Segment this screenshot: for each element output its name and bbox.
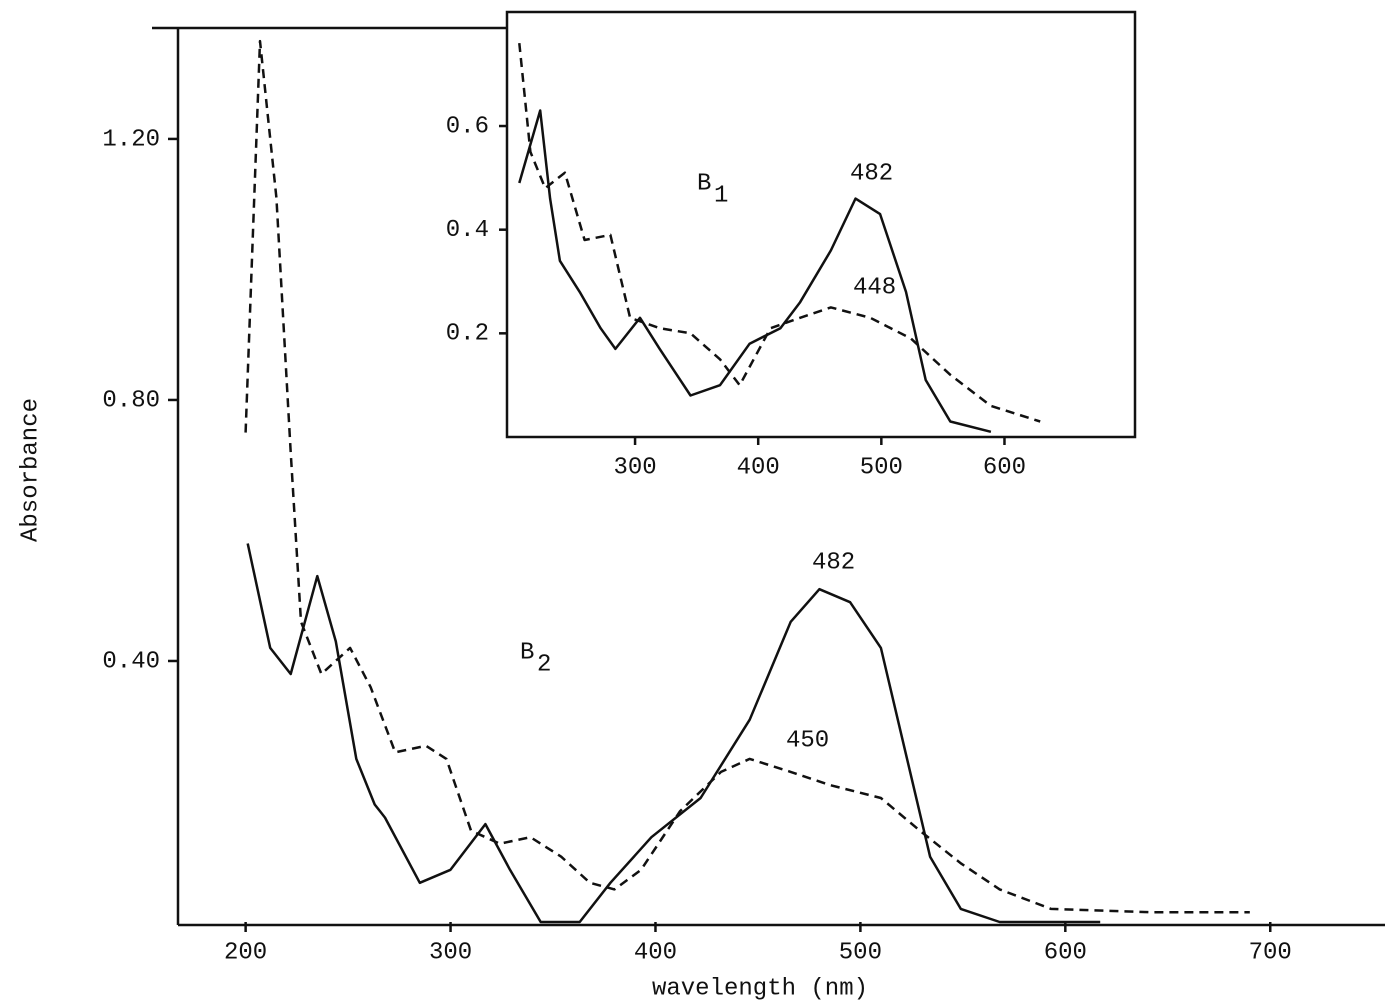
annotation: 448 bbox=[853, 274, 896, 301]
y-tick-label: 0.40 bbox=[102, 648, 160, 675]
spectrum-line bbox=[246, 543, 1101, 924]
y-tick-label: 0.4 bbox=[446, 217, 489, 244]
y-tick-label: 1.20 bbox=[102, 126, 160, 153]
annotation-subscript: 2 bbox=[537, 651, 551, 678]
annotation: 482 bbox=[850, 160, 893, 187]
x-tick-label: 400 bbox=[737, 454, 780, 481]
x-tick-label: 400 bbox=[634, 939, 677, 966]
x-tick-label: 600 bbox=[983, 454, 1026, 481]
x-tick-label: 600 bbox=[1044, 939, 1087, 966]
y-axis-label: Absorbance bbox=[17, 398, 44, 542]
annotation: B bbox=[697, 170, 711, 197]
x-axis-label: wavelength (nm) bbox=[652, 975, 868, 1002]
inset-background bbox=[507, 12, 1135, 437]
annotation: 482 bbox=[812, 549, 855, 576]
y-tick-label: 0.2 bbox=[446, 321, 489, 348]
annotation: 450 bbox=[786, 727, 829, 754]
x-tick-label: 300 bbox=[429, 939, 472, 966]
x-tick-label: 300 bbox=[613, 454, 656, 481]
inset-frame bbox=[505, 10, 1137, 439]
annotation-subscript: 1 bbox=[714, 182, 728, 209]
inset-plot: 0.2 0.4 0.6 300 400 500 600 482 448 B 1 bbox=[446, 10, 1137, 481]
y-tick-label: 0.6 bbox=[446, 113, 489, 140]
y-tick-label: 0.80 bbox=[102, 387, 160, 414]
spectrum-line bbox=[518, 42, 1041, 423]
x-tick-label: 200 bbox=[224, 939, 267, 966]
x-tick-label: 500 bbox=[839, 939, 882, 966]
spectrum-line bbox=[244, 39, 1250, 914]
annotation: B bbox=[520, 639, 534, 666]
x-tick-label: 700 bbox=[1249, 939, 1292, 966]
x-tick-label: 500 bbox=[860, 454, 903, 481]
spectrum-line bbox=[518, 109, 992, 434]
